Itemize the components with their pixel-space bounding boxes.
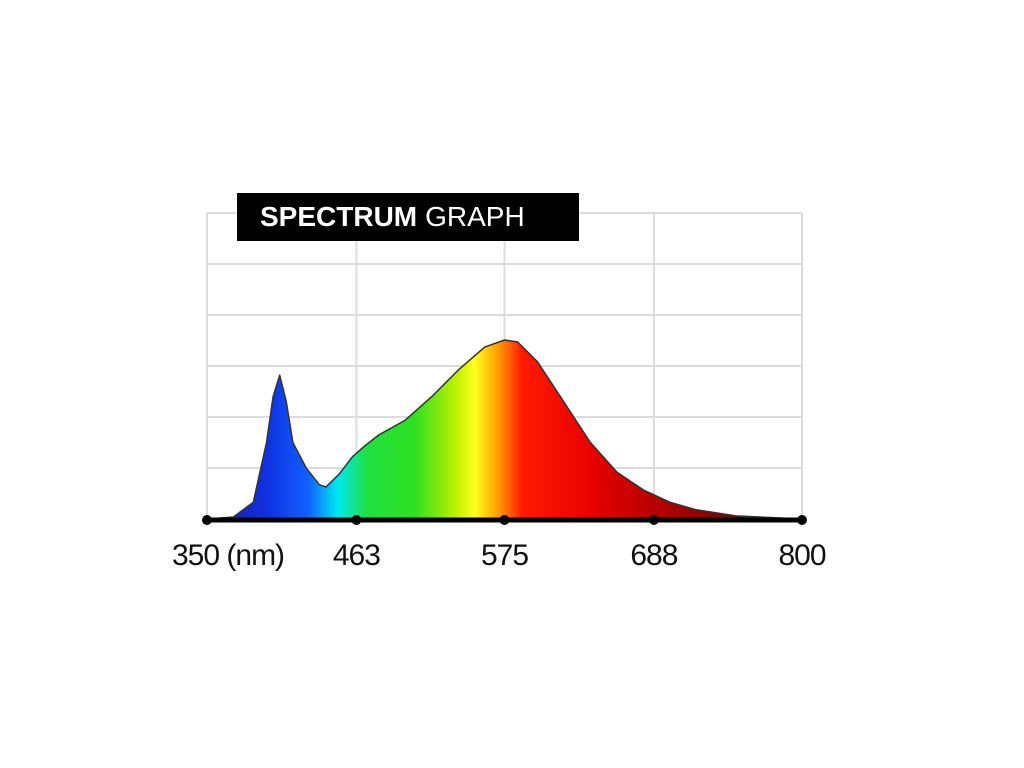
title-box	[237, 193, 579, 241]
x-tick	[499, 515, 510, 525]
title-bold: SPECTRUM	[260, 201, 417, 232]
x-tick	[648, 515, 659, 525]
x-tick	[797, 515, 807, 525]
spectrum-area	[206, 339, 803, 520]
x-tick-label: 350 (nm)	[172, 539, 284, 572]
x-tick-label: 688	[630, 539, 677, 572]
x-tick-label: 800	[778, 539, 825, 572]
x-tick-label: 575	[481, 539, 528, 572]
x-tick	[351, 515, 362, 525]
title-light: GRAPH	[425, 201, 525, 232]
x-tick	[202, 515, 212, 525]
chart-title: SPECTRUM GRAPH	[260, 201, 525, 232]
x-tick-label: 463	[333, 539, 380, 572]
plot: 350 (nm) 463 575 688 800	[172, 339, 827, 572]
